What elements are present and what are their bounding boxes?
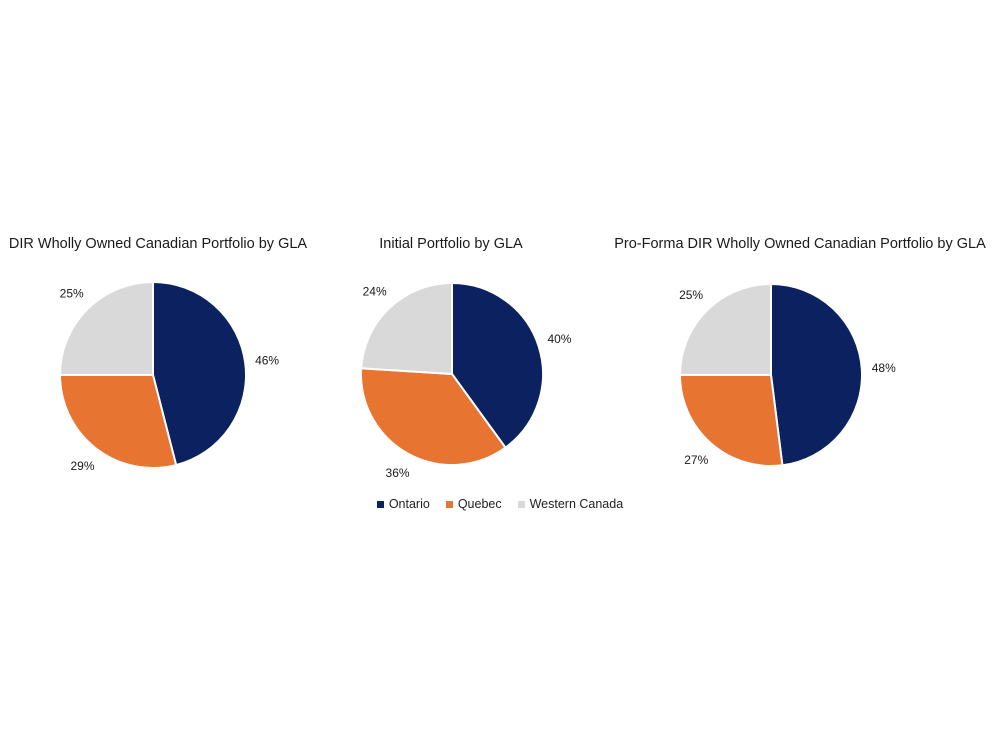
pie-slice-western-canada xyxy=(678,282,772,376)
data-label: 27% xyxy=(684,453,708,467)
data-label: 29% xyxy=(71,459,95,473)
chart-title: Initial Portfolio by GLA xyxy=(379,236,523,252)
pie-chart-2: Initial Portfolio by GLA 40% 36% 24% xyxy=(360,236,572,480)
legend-item-western-canada: Western Canada xyxy=(517,497,624,511)
chart-title: DIR Wholly Owned Canadian Portfolio by G… xyxy=(9,236,308,252)
legend-label: Ontario xyxy=(388,497,430,511)
pie-slice-ontario xyxy=(152,280,247,467)
legend-swatch-quebec xyxy=(445,500,453,508)
data-label: 46% xyxy=(255,354,279,368)
pie-slice-quebec xyxy=(360,367,507,466)
legend-label: Western Canada xyxy=(529,497,624,511)
legend-swatch-ontario xyxy=(376,500,384,508)
legend-item-quebec: Quebec xyxy=(445,497,502,511)
chart-title: Pro-Forma DIR Wholly Owned Canadian Port… xyxy=(614,236,986,252)
data-label: 48% xyxy=(872,361,896,375)
pie-slice-western-canada xyxy=(58,280,154,376)
legend-item-ontario: Ontario xyxy=(376,497,430,511)
pie-slice-quebec xyxy=(58,374,178,469)
pie-slice-ontario xyxy=(451,281,544,450)
legend-swatch-western-canada xyxy=(517,500,525,508)
data-label: 25% xyxy=(60,287,84,301)
data-label: 40% xyxy=(547,332,571,346)
pie-chart-3: Pro-Forma DIR Wholly Owned Canadian Port… xyxy=(614,236,986,467)
data-label: 36% xyxy=(386,466,410,480)
legend: Ontario Quebec Western Canada xyxy=(0,497,1000,511)
legend-label: Quebec xyxy=(457,497,502,511)
pie-slice-quebec xyxy=(678,374,784,467)
pie-chart-1: DIR Wholly Owned Canadian Portfolio by G… xyxy=(9,236,308,473)
data-label: 25% xyxy=(679,288,703,302)
pie-slice-western-canada xyxy=(360,281,453,376)
pie-slice-ontario xyxy=(770,282,863,467)
data-label: 24% xyxy=(363,285,387,299)
